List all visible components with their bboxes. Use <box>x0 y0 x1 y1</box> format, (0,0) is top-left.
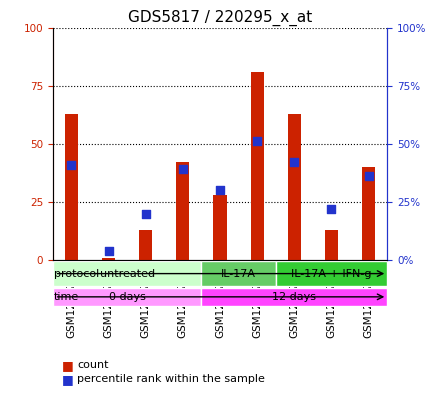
Point <box>180 166 187 173</box>
FancyBboxPatch shape <box>202 288 387 306</box>
Point <box>291 159 298 165</box>
Point <box>328 206 335 212</box>
Bar <box>325 230 338 260</box>
Text: time: time <box>54 292 79 302</box>
Bar <box>102 258 115 260</box>
Bar <box>65 114 78 260</box>
Point <box>253 138 260 145</box>
Text: IL-17A: IL-17A <box>221 268 256 279</box>
FancyBboxPatch shape <box>53 288 202 306</box>
Bar <box>362 167 375 260</box>
Bar <box>251 72 264 260</box>
Bar <box>288 114 301 260</box>
Text: protocol: protocol <box>54 268 99 279</box>
Point <box>142 210 149 217</box>
Text: ■: ■ <box>62 359 73 372</box>
FancyBboxPatch shape <box>276 261 387 286</box>
Point <box>68 162 75 168</box>
Bar <box>176 162 189 260</box>
FancyBboxPatch shape <box>53 261 202 286</box>
Point <box>216 187 224 193</box>
Point <box>105 248 112 254</box>
Text: percentile rank within the sample: percentile rank within the sample <box>77 374 265 384</box>
Text: IL-17A + IFN-g: IL-17A + IFN-g <box>291 268 372 279</box>
FancyBboxPatch shape <box>202 261 276 286</box>
Text: untreated: untreated <box>99 268 155 279</box>
Bar <box>213 195 227 260</box>
Title: GDS5817 / 220295_x_at: GDS5817 / 220295_x_at <box>128 10 312 26</box>
Point <box>365 173 372 180</box>
Text: ■: ■ <box>62 373 73 386</box>
Bar <box>139 230 152 260</box>
Text: count: count <box>77 360 109 371</box>
Text: 0 days: 0 days <box>109 292 146 302</box>
Text: 12 days: 12 days <box>272 292 316 302</box>
